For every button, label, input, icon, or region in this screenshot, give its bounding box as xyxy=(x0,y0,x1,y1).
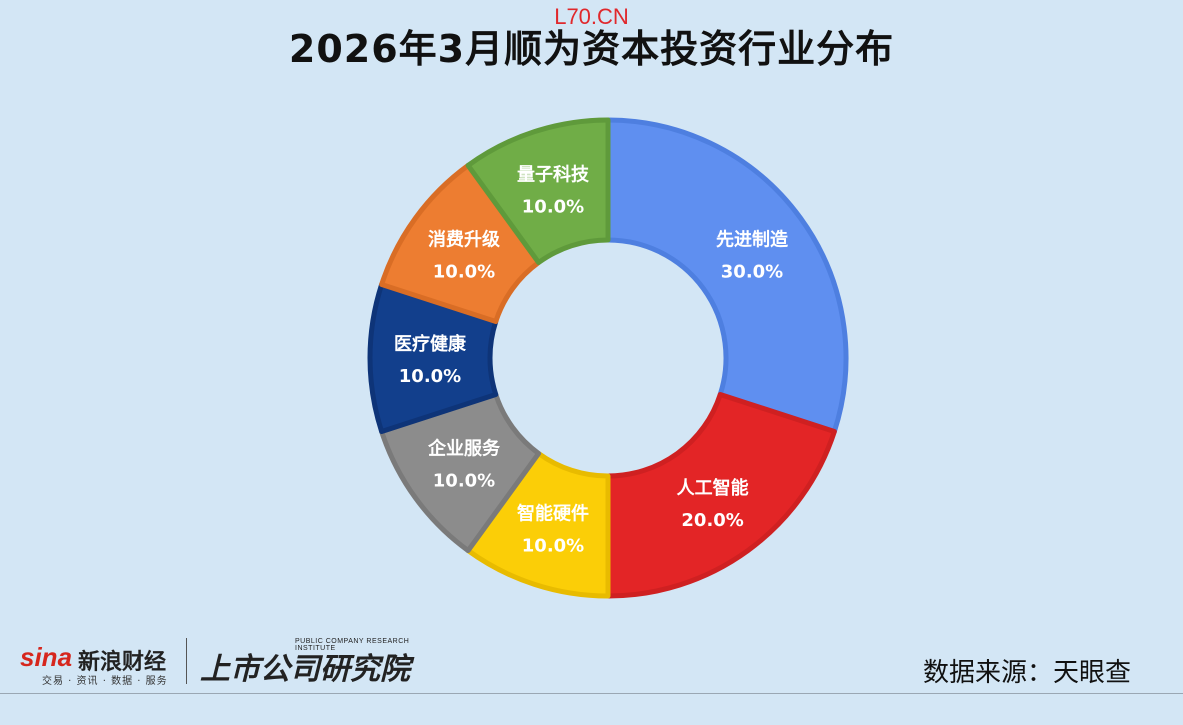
slice-category-label: 人工智能 xyxy=(677,477,749,499)
chart-title: 2026年3月顺为资本投资行业分布 xyxy=(288,27,895,71)
slice-value-label: 10.0% xyxy=(433,471,495,492)
research-institute-en: PUBLIC COMPANY RESEARCH INSTITUTE xyxy=(295,638,410,652)
slice-category-label: 量子科技 xyxy=(517,164,590,186)
logo-divider xyxy=(186,638,187,684)
slice-category-label: 医疗健康 xyxy=(394,333,467,355)
data-source: 数据来源：天眼查 xyxy=(922,658,1131,688)
slice-category-label: 消费升级 xyxy=(428,228,501,250)
slice-value-label: 10.0% xyxy=(433,261,495,282)
slice-7 xyxy=(465,117,611,266)
slice-value-label: 30.0% xyxy=(721,261,783,282)
sina-tagline: 交易 · 资讯 · 数据 · 服务 xyxy=(42,676,168,687)
sina-logo-mark: sina xyxy=(20,642,73,672)
slice-category-label: 先进制造 xyxy=(716,228,788,250)
slice-1 xyxy=(605,117,849,435)
slice-value-label: 10.0% xyxy=(522,197,584,218)
sina-finance-logo: 新浪财经 xyxy=(78,650,167,675)
slice-category-label: 智能硬件 xyxy=(517,502,589,524)
research-institute-logo: 上市公司研究院 xyxy=(200,652,410,687)
slice-category-label: 企业服务 xyxy=(427,438,501,460)
slice-2 xyxy=(605,391,837,599)
slice-value-label: 20.0% xyxy=(681,510,743,531)
watermark: L70.CN xyxy=(554,4,629,29)
slice-value-label: 10.0% xyxy=(522,535,584,556)
logo-area: sina 新浪财经 交易 · 资讯 · 数据 · 服务 PUBLIC COMPA… xyxy=(20,636,420,687)
slice-value-label: 10.0% xyxy=(399,366,461,387)
footer-divider xyxy=(0,693,1183,694)
